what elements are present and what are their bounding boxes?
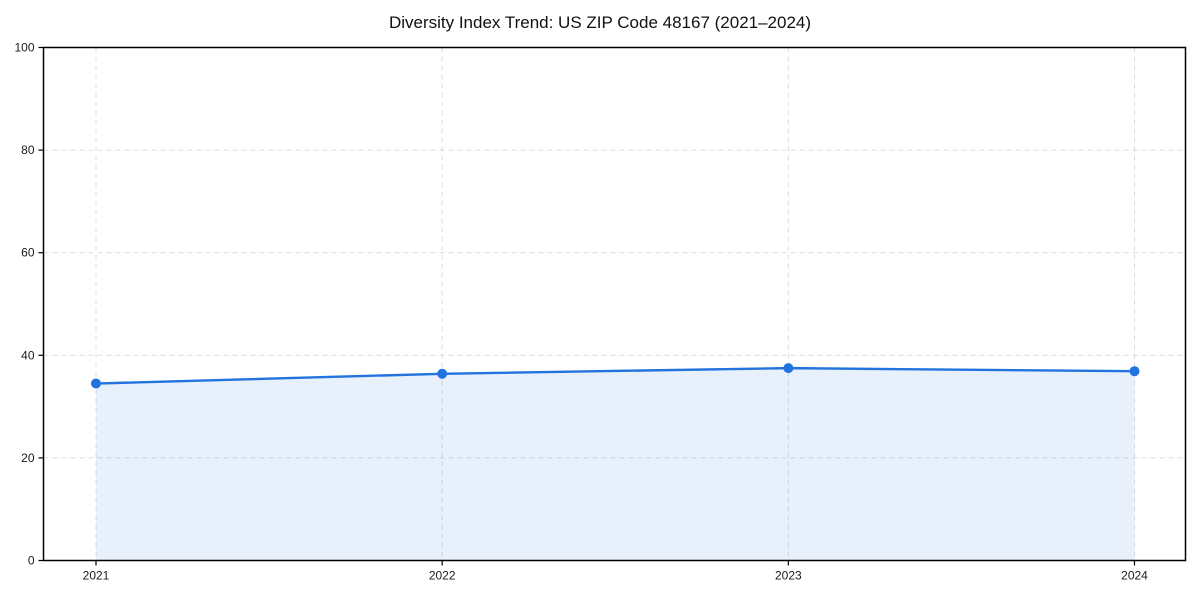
y-tick-label: 40 bbox=[21, 348, 35, 362]
y-tick-label: 60 bbox=[21, 246, 35, 260]
x-tick-label: 2023 bbox=[775, 569, 802, 583]
data-point-2021 bbox=[91, 378, 101, 389]
x-tick-label: 2024 bbox=[1121, 569, 1148, 583]
x-tick-label: 2022 bbox=[429, 569, 456, 583]
trend-area bbox=[96, 368, 1135, 561]
y-tick-label: 0 bbox=[28, 554, 35, 568]
y-tick-label: 20 bbox=[21, 451, 35, 465]
data-point-2023 bbox=[783, 363, 794, 374]
data-point-2022 bbox=[437, 368, 448, 379]
chart-title: Diversity Index Trend: US ZIP Code 48167… bbox=[388, 13, 812, 32]
trend-line bbox=[94, 366, 1136, 385]
data-point-2024 bbox=[1129, 366, 1140, 377]
x-tick-label: 2021 bbox=[83, 569, 110, 583]
y-tick-label: 100 bbox=[14, 41, 34, 55]
plot-border bbox=[42, 46, 1187, 562]
y-tick-label: 80 bbox=[21, 143, 35, 157]
